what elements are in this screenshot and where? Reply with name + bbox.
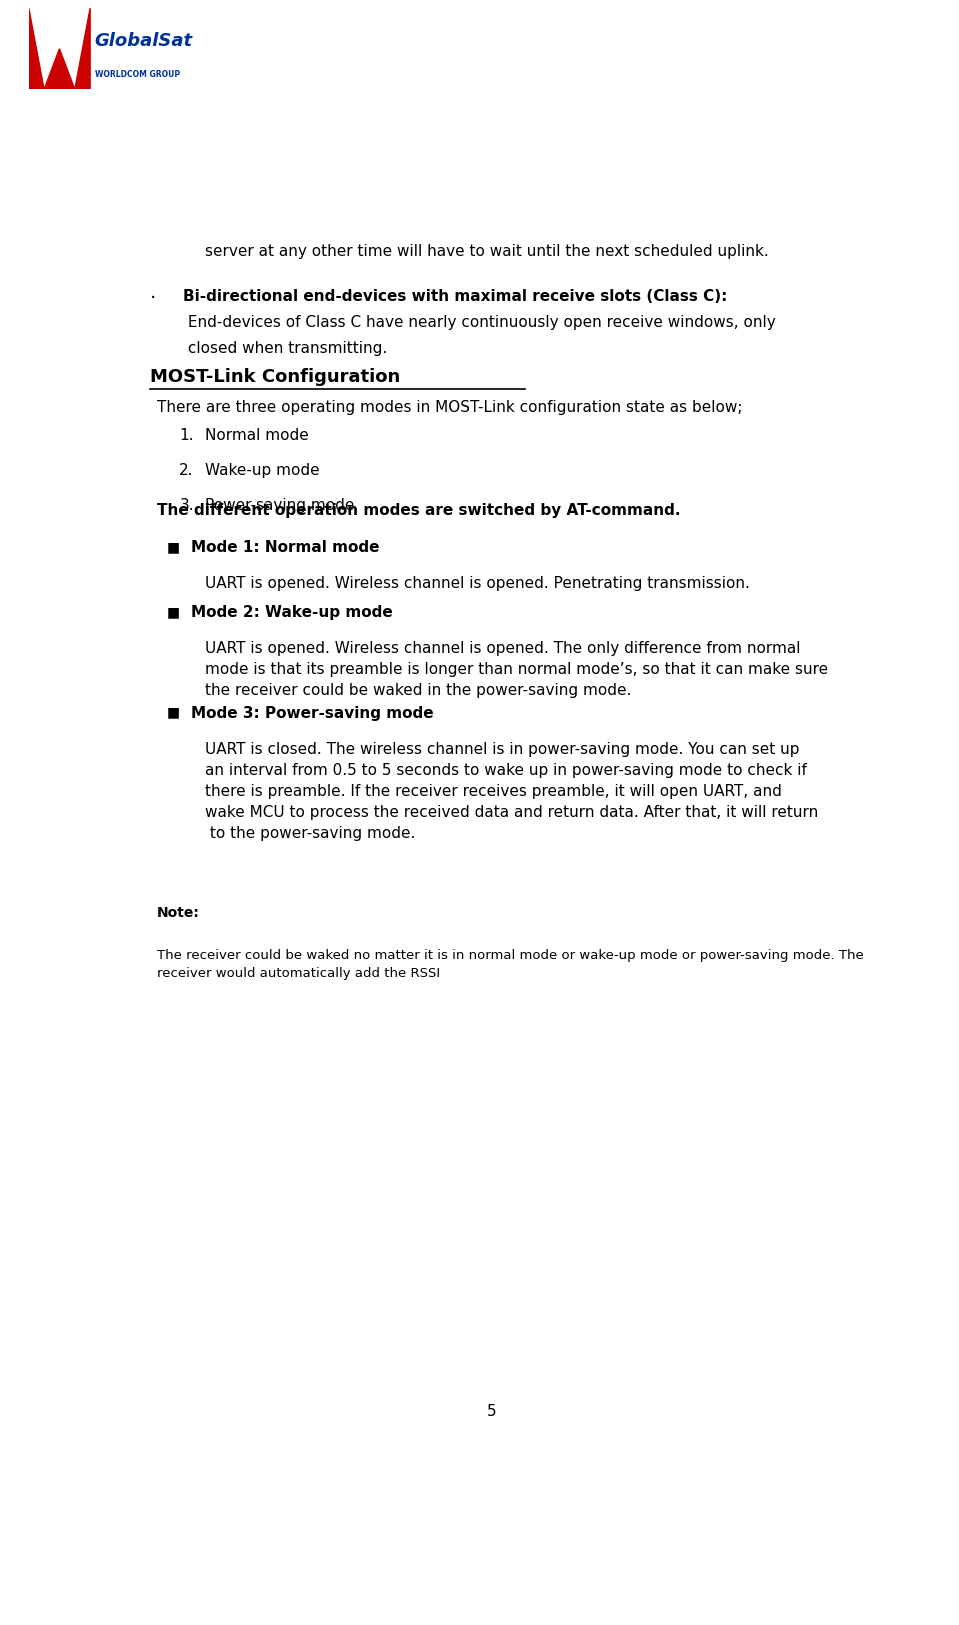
Text: The different operation modes are switched by AT-command.: The different operation modes are switch… [157,502,681,518]
Text: UART is opened. Wireless channel is opened. The only difference from normal
mode: UART is opened. Wireless channel is open… [205,642,829,699]
Text: ■: ■ [167,606,180,619]
Text: 2.: 2. [179,463,194,478]
Text: Note:: Note: [157,905,199,920]
Text: End-devices of Class C have nearly continuously open receive windows, only: End-devices of Class C have nearly conti… [183,315,776,330]
Text: ·: · [150,289,156,307]
Text: Mode 1: Normal mode: Mode 1: Normal mode [191,541,380,556]
Polygon shape [29,8,90,89]
Text: GlobalSat: GlobalSat [95,32,193,50]
Text: 3.: 3. [179,497,194,512]
Text: The receiver could be waked no matter it is in normal mode or wake-up mode or po: The receiver could be waked no matter it… [157,949,864,980]
Text: Normal mode: Normal mode [205,427,309,442]
Text: 5: 5 [486,1404,497,1419]
Text: UART is closed. The wireless channel is in power-saving mode. You can set up
an : UART is closed. The wireless channel is … [205,741,819,840]
Text: Bi-directional end-devices with maximal receive slots (Class C):: Bi-directional end-devices with maximal … [183,289,728,304]
Text: closed when transmitting.: closed when transmitting. [183,341,387,356]
Text: Mode 3: Power-saving mode: Mode 3: Power-saving mode [191,705,433,720]
Text: WORLDCOM GROUP: WORLDCOM GROUP [95,70,180,80]
Text: 1.: 1. [179,427,194,442]
Text: There are three operating modes in MOST-Link configuration state as below;: There are three operating modes in MOST-… [157,400,742,416]
Text: ■: ■ [167,705,180,720]
Text: server at any other time will have to wait until the next scheduled uplink.: server at any other time will have to wa… [205,244,769,258]
Text: Power-saving mode: Power-saving mode [205,497,355,512]
Text: MOST-Link Configuration: MOST-Link Configuration [150,367,400,385]
Text: Wake-up mode: Wake-up mode [205,463,320,478]
Text: UART is opened. Wireless channel is opened. Penetrating transmission.: UART is opened. Wireless channel is open… [205,577,750,592]
Text: ■: ■ [167,541,180,554]
Text: Mode 2: Wake-up mode: Mode 2: Wake-up mode [191,606,393,621]
